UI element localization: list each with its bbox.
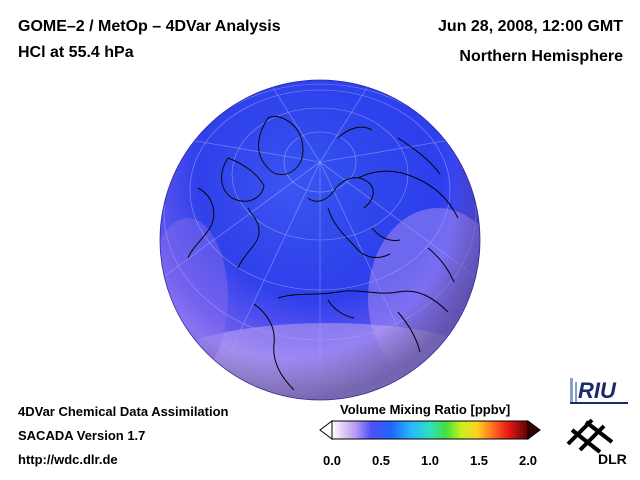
region-label: Northern Hemisphere [459, 48, 623, 65]
colorbar-low-arrow [319, 420, 333, 440]
footer-url-link[interactable]: http://wdc.dlr.de [18, 452, 118, 467]
colorbar-tick-label: 0.5 [371, 453, 391, 468]
colorbar-tick-label: 0.0 [322, 453, 342, 468]
colorbar-high-arrow [527, 420, 541, 440]
colorbar-tick-label: 2.0 [518, 453, 538, 468]
colorbar-title: Volume Mixing Ratio [ppbv] [340, 402, 511, 417]
map-title: GOME–2 / MetOp – 4DVar Analysis [18, 18, 281, 35]
colorbar-ramp [331, 420, 529, 440]
colorbar-tick-label: 1.0 [420, 453, 440, 468]
globe-map [159, 79, 481, 401]
footer-system-label: 4DVar Chemical Data Assimilation [18, 404, 229, 419]
riu-logo-text: RIU [578, 378, 617, 403]
dlr-logo: DLR [566, 418, 627, 467]
species-label: HCl at 55.4 hPa [18, 44, 134, 61]
colorbar [319, 420, 541, 440]
dlr-logo-text: DLR [598, 451, 627, 467]
riu-logo: RIU [570, 378, 628, 404]
footer-version-label: SACADA Version 1.7 [18, 428, 146, 443]
date-time-label: Jun 28, 2008, 12:00 GMT [438, 18, 623, 35]
colorbar-tick-label: 1.5 [469, 453, 489, 468]
